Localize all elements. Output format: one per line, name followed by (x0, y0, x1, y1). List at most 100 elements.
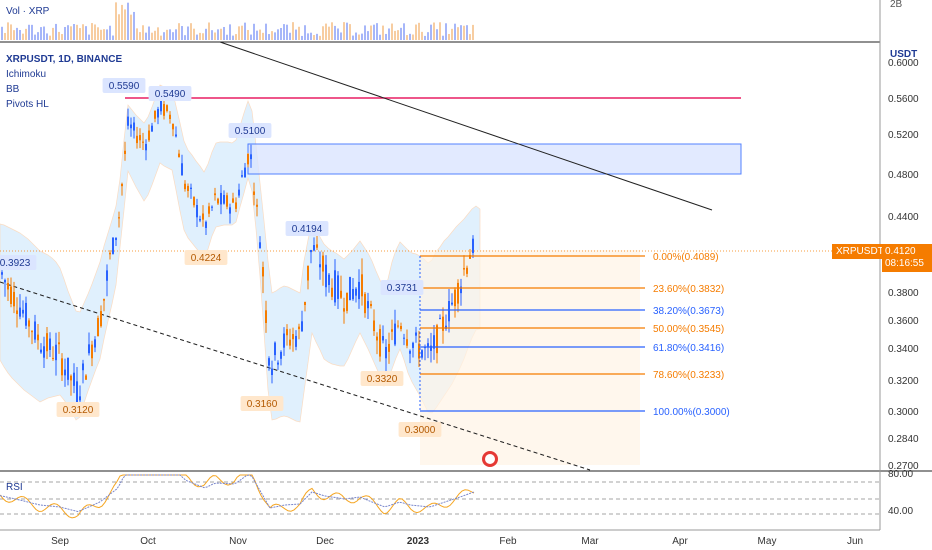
volume-bar (94, 24, 96, 40)
volume-bar (292, 22, 294, 40)
candle-body (241, 175, 243, 177)
candle-body (133, 122, 135, 131)
indicator-bb[interactable]: BB (6, 84, 20, 95)
volume-bar (106, 29, 108, 40)
volume-bar (256, 30, 258, 40)
candle-body (304, 301, 306, 306)
volume-bar (208, 22, 210, 40)
volume-bar (166, 29, 168, 40)
candle-body (25, 302, 27, 326)
pivot-high-5: 0.3731 (387, 283, 418, 294)
candle-body (55, 344, 57, 361)
volume-bar (268, 34, 270, 40)
volume-bar (454, 23, 456, 40)
indicator-ichimoku[interactable]: Ichimoku (6, 69, 47, 80)
volume-bar (64, 27, 66, 40)
candle-body (4, 280, 6, 283)
rsi-tick-1: 40.00 (888, 506, 913, 517)
volume-bar (415, 24, 417, 40)
volume-bar (412, 34, 414, 40)
candle-body (100, 311, 102, 327)
fib-label-4: 61.80%(0.3416) (653, 343, 724, 354)
volume-bar (178, 23, 180, 40)
volume-bar (10, 24, 12, 40)
volume-bar (346, 22, 348, 40)
candle-body (70, 375, 72, 381)
candle-body (184, 183, 186, 190)
candle-body (115, 237, 117, 241)
candle-body (238, 189, 240, 196)
candle-body (37, 334, 39, 341)
volume-bar (337, 28, 339, 40)
candle-body (427, 343, 429, 348)
candle-body (415, 332, 417, 336)
candle-body (40, 349, 42, 353)
pivot-low-3-bg (360, 371, 404, 386)
volume-bar (175, 29, 177, 40)
volume-bar (352, 35, 354, 40)
candle-body (457, 282, 459, 304)
candle-body (382, 336, 384, 341)
candle-body (73, 372, 75, 386)
symbol-tag: XRPUSDT (832, 244, 888, 259)
pivot-high-2-bg (228, 123, 272, 138)
candle-body (109, 252, 111, 255)
y-tick-2: 0.5200 (888, 130, 919, 141)
volume-bar (85, 26, 87, 40)
volume-bar (322, 26, 324, 40)
flag-icon-inner (485, 454, 495, 464)
pivot-high-5-bg (380, 280, 424, 295)
volume-bar (469, 34, 471, 40)
volume-bar (16, 27, 18, 40)
volume-bar (436, 29, 438, 40)
volume-bar (109, 25, 111, 40)
candle-body (106, 270, 108, 281)
countdown: 08:16:55 (885, 258, 924, 269)
volume-bar (202, 33, 204, 40)
volume-bar (358, 34, 360, 40)
pivot-high-3: 0.4194 (292, 224, 323, 235)
candle-body (94, 339, 96, 348)
volume-bar (220, 28, 222, 40)
dashed-trendline (0, 281, 591, 471)
volume-bar (169, 29, 171, 40)
candle-body (463, 268, 465, 270)
candle-body (28, 320, 30, 327)
volume-bar (373, 24, 375, 40)
candle-body (472, 238, 474, 254)
candle-body (361, 274, 363, 297)
volume-bar (265, 23, 267, 40)
candle-body (211, 206, 213, 208)
candle-body (208, 206, 210, 214)
volume-bar (433, 22, 435, 40)
volume-bar (397, 30, 399, 40)
volume-bar (379, 34, 381, 40)
volume-bar (418, 22, 420, 40)
pivot-high-0-bg (102, 78, 146, 93)
candle-body (217, 198, 219, 204)
pivot-low-4: 0.3000 (405, 425, 436, 436)
candle-body (376, 336, 378, 341)
candle-body (250, 154, 252, 160)
candle-body (193, 197, 195, 206)
candle-body (280, 351, 282, 359)
candle-body (253, 191, 255, 195)
x-tick-9: Jun (847, 536, 863, 547)
y-tick-10: 0.3000 (888, 407, 919, 418)
volume-bar (325, 23, 327, 40)
candle-body (226, 195, 228, 207)
y-tick-1: 0.5600 (888, 94, 919, 105)
indicator-pivots[interactable]: Pivots HL (6, 99, 49, 110)
candle-body (448, 301, 450, 322)
rsi-label: RSI (6, 482, 23, 493)
volume-bar (67, 25, 69, 40)
volume-bar (442, 35, 444, 40)
volume-label: Vol · XRP (6, 6, 50, 17)
candle-body (301, 321, 303, 332)
y-tick-12: 0.2700 (888, 461, 919, 472)
volume-bar (214, 32, 216, 40)
volume-bar (133, 11, 135, 40)
candle-body (454, 289, 456, 307)
candle-body (163, 104, 165, 116)
